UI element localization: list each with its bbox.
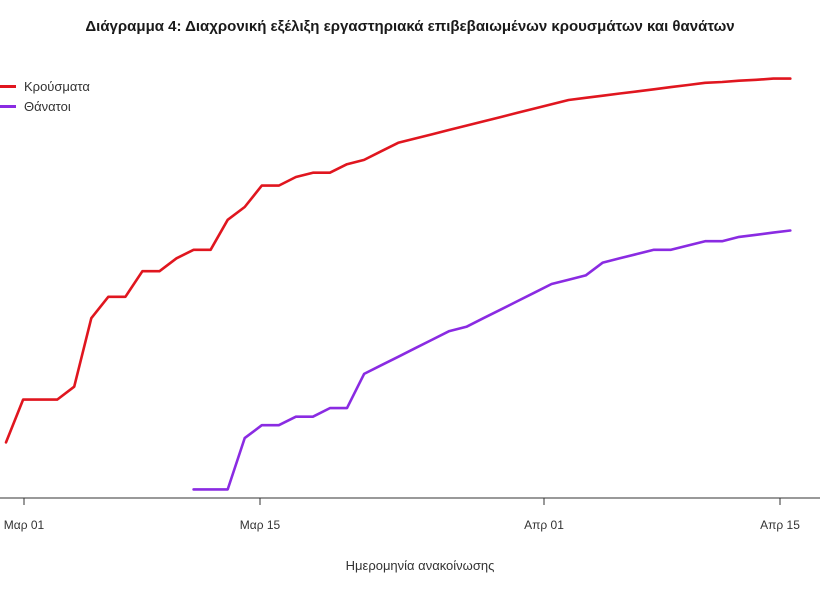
legend-swatch-cases [0, 84, 16, 88]
x-tick-label: Μαρ 01 [4, 518, 45, 532]
x-tick-label: Απρ 01 [524, 518, 564, 532]
legend-item-deaths: Θάνατοι [0, 96, 90, 116]
chart-title: Διάγραμμα 4: Διαχρονική εξέλιξη εργαστηρ… [85, 18, 735, 35]
x-axis-label: Ημερομηνία ανακοίνωσης [345, 558, 495, 573]
legend-label-deaths: Θάνατοι [24, 98, 71, 114]
legend-item-cases: Κρούσματα [0, 76, 90, 96]
x-tick-label: Απρ 15 [760, 518, 800, 532]
series-line-cases [4, 77, 792, 444]
series-line-deaths [192, 229, 792, 491]
x-tick-label: Μαρ 15 [240, 518, 281, 532]
legend-swatch-deaths [0, 104, 16, 108]
legend-label-cases: Κρούσματα [24, 78, 90, 94]
legend: Κρούσματα Θάνατοι [0, 76, 90, 116]
